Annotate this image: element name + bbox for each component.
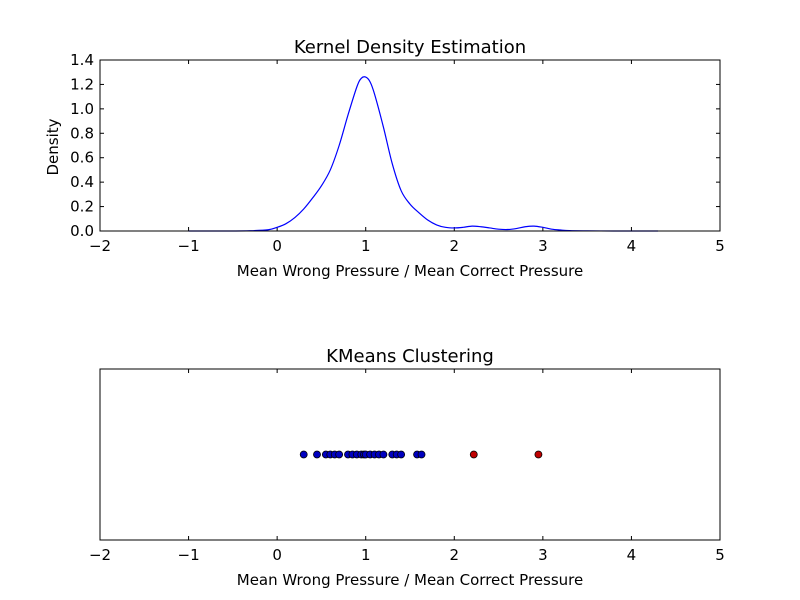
kmeans-points — [299, 450, 543, 459]
kde-density-curve — [188, 76, 658, 232]
kmeans-panel: KMeans Clustering Mean Wrong Pressure / … — [89, 346, 725, 589]
kde-x-axis-label: Mean Wrong Pressure / Mean Correct Press… — [237, 262, 583, 280]
kde-y-tick-label: 1.0 — [70, 100, 94, 118]
kde-y-tick-label: 0.8 — [70, 124, 94, 142]
kde-y-axis-label: Density — [44, 118, 62, 175]
kde-panel: Kernel Density Estimation Density Mean W… — [44, 37, 725, 280]
kde-ticks: −2 −1 0 1 2 3 4 5 0.0 0.2 0.4 0.6 0.8 1.0 1.2 1.4 — [70, 51, 725, 255]
kde-y-tick-label: 0.2 — [70, 198, 94, 216]
kmeans-x-tick-label: −1 — [178, 546, 200, 564]
kmeans-x-axis-label: Mean Wrong Pressure / Mean Correct Press… — [237, 571, 583, 589]
kmeans-point-cluster-0 — [335, 450, 344, 459]
kmeans-point-cluster-0 — [379, 450, 388, 459]
kmeans-x-tick-label: 2 — [450, 546, 460, 564]
kmeans-point-cluster-0 — [299, 450, 308, 459]
kde-y-tick-label: 0.0 — [70, 222, 94, 240]
kmeans-title: KMeans Clustering — [326, 346, 494, 367]
kde-plot-frame — [99, 59, 721, 232]
kmeans-point-cluster-1 — [534, 450, 543, 459]
kmeans-x-tick-label: 5 — [715, 546, 725, 564]
kde-x-tick-label: −2 — [89, 237, 111, 255]
kmeans-point-cluster-0 — [397, 450, 406, 459]
kmeans-ticks: −2 −1 0 1 2 3 4 5 — [89, 369, 725, 564]
kde-y-tick-label: 1.2 — [70, 75, 94, 93]
kde-x-tick-label: −1 — [178, 237, 200, 255]
kmeans-x-tick-label: 0 — [272, 546, 282, 564]
kmeans-x-tick-label: 4 — [627, 546, 637, 564]
kde-x-tick-label: 0 — [272, 237, 282, 255]
kde-x-tick-label: 3 — [538, 237, 548, 255]
kde-y-tick-label: 0.6 — [70, 149, 94, 167]
kde-x-tick-label: 2 — [450, 237, 460, 255]
kmeans-point-cluster-0 — [313, 450, 321, 459]
kmeans-x-tick-label: 1 — [361, 546, 371, 564]
kmeans-x-tick-label: 3 — [538, 546, 548, 564]
kmeans-x-tick-label: −2 — [89, 546, 111, 564]
kde-x-tick-label: 4 — [627, 237, 637, 255]
kde-x-tick-label: 5 — [715, 237, 725, 255]
kde-y-tick-label: 1.4 — [70, 51, 94, 69]
kmeans-point-cluster-1 — [469, 450, 478, 459]
kde-x-tick-label: 1 — [361, 237, 371, 255]
kmeans-point-cluster-0 — [417, 450, 426, 459]
kde-y-tick-label: 0.4 — [70, 173, 94, 191]
kmeans-plot-frame — [99, 368, 721, 541]
kde-title: Kernel Density Estimation — [294, 37, 526, 58]
